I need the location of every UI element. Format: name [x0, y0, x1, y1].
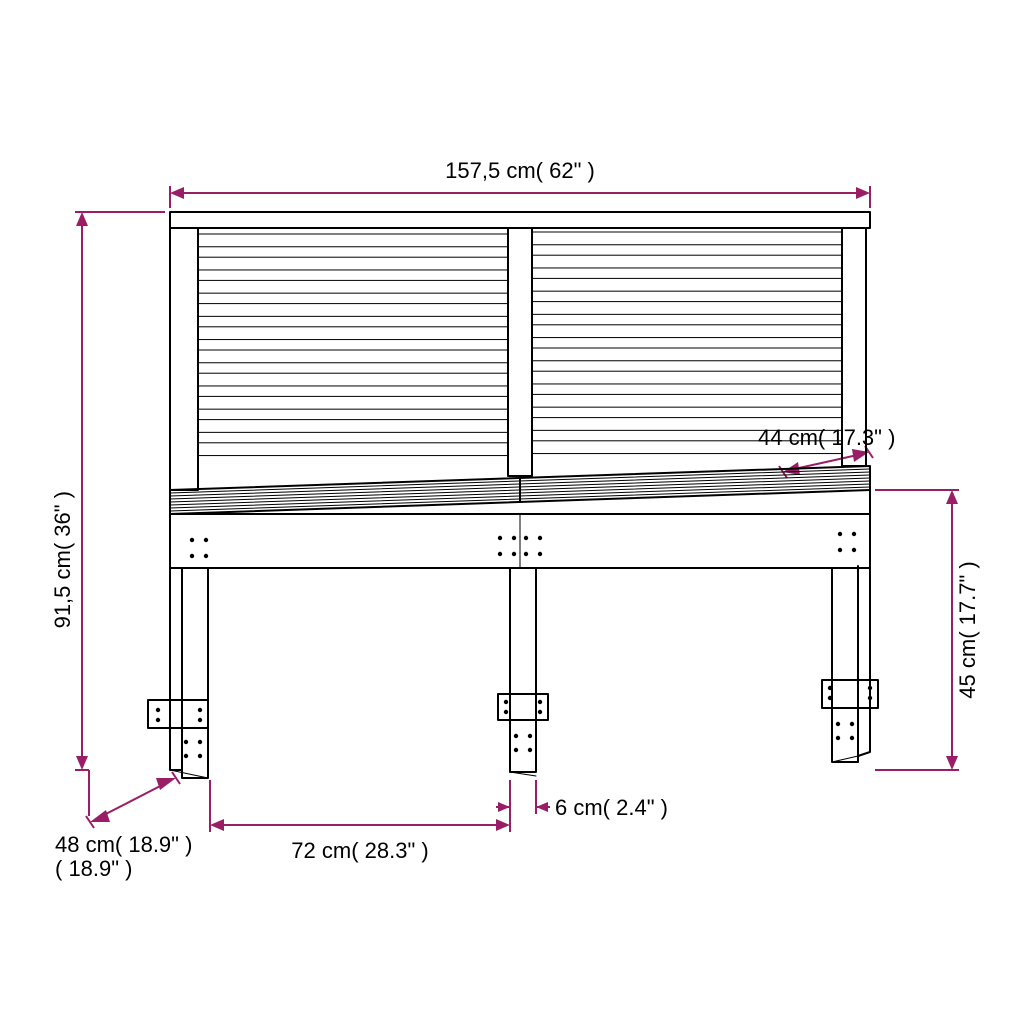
dim-height-label: 91,5 cm( 36" ) — [50, 491, 75, 628]
dim-depth: 48 cm( 18.9" ) ( 18.9" ) — [55, 770, 192, 881]
dim-seat-depth-label: 44 cm( 17.3" ) — [758, 425, 895, 450]
dim-depth-label2: ( 18.9" ) — [55, 856, 133, 881]
dim-seat-height-label: 45 cm( 17.7" ) — [955, 561, 980, 698]
dim-width-label: 157,5 cm( 62" ) — [445, 158, 595, 183]
dim-leg-width-label: 6 cm( 2.4" ) — [555, 795, 668, 820]
dim-leg-width: 6 cm( 2.4" ) — [496, 780, 668, 820]
dim-leg-span: 72 cm( 28.3" ) — [210, 780, 510, 863]
dimension-diagram: 157,5 cm( 62" ) 91,5 cm( 36" ) 44 cm( 17… — [0, 0, 1024, 1024]
dim-width: 157,5 cm( 62" ) — [170, 158, 870, 200]
dim-height: 91,5 cm( 36" ) — [50, 212, 89, 770]
dim-leg-span-label: 72 cm( 28.3" ) — [291, 838, 428, 863]
dim-depth-label: 48 cm( 18.9" ) — [55, 832, 192, 857]
bench-drawing — [148, 212, 878, 778]
dim-seat-height: 45 cm( 17.7" ) — [875, 490, 980, 770]
